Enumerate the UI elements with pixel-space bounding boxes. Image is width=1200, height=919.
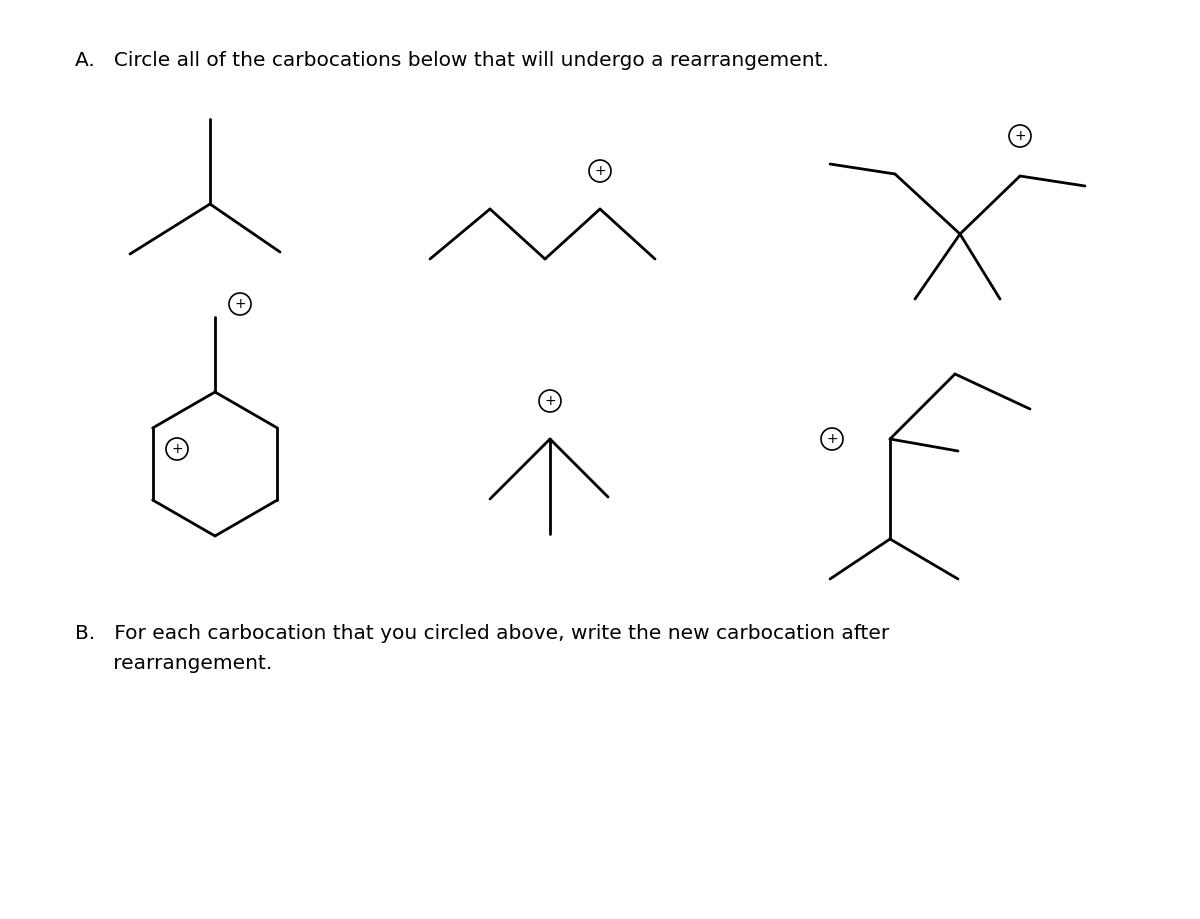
Text: +: +: [1014, 129, 1026, 143]
Text: B.   For each carbocation that you circled above, write the new carbocation afte: B. For each carbocation that you circled…: [74, 624, 889, 643]
Text: A.   Circle all of the carbocations below that will undergo a rearrangement.: A. Circle all of the carbocations below …: [74, 51, 829, 70]
Text: rearrangement.: rearrangement.: [74, 654, 272, 673]
Text: +: +: [172, 442, 182, 456]
Text: +: +: [594, 164, 606, 178]
Text: +: +: [234, 297, 246, 311]
Text: +: +: [826, 432, 838, 446]
Text: +: +: [544, 394, 556, 408]
